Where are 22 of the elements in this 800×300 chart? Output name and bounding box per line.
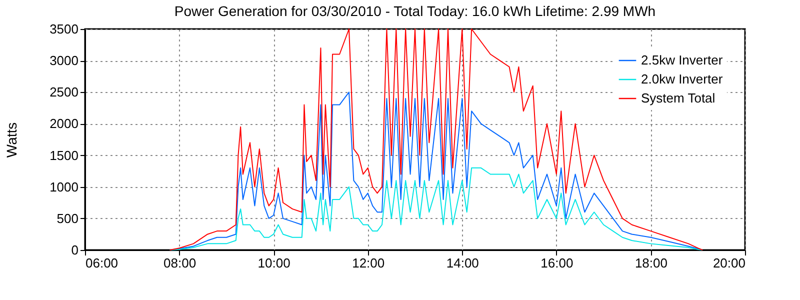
x-tick-label: 20:00 (712, 256, 746, 270)
y-tick-label: 3000 (50, 53, 78, 68)
y-axis-title: Watts (4, 122, 20, 158)
x-tick-label: 06:00 (86, 256, 118, 270)
x-tick-label: 18:00 (634, 256, 668, 270)
legend-label: System Total (641, 90, 716, 106)
y-tick-label: 3500 (50, 22, 78, 36)
y-tick-label: 2500 (50, 84, 78, 100)
y-tick-label: 2000 (50, 116, 78, 132)
x-tick-label: 08:00 (164, 256, 196, 270)
legend-label: 2.0kw Inverter (641, 72, 724, 86)
x-tick-label: 16:00 (540, 256, 574, 270)
line-series (169, 167, 704, 250)
x-tick-label: 14:00 (446, 256, 479, 270)
y-tick-label: 500 (56, 210, 78, 226)
y-tick-label: 1000 (50, 179, 78, 194)
x-tick-label: 12:00 (352, 256, 385, 270)
y-tick-label: 0 (71, 242, 78, 258)
x-tick-label: 10:00 (258, 256, 290, 270)
chart-title: Power Generation for 03/30/2010 - Total Today: 16.0 kWh Lifetime: 2.99 MWh (174, 3, 656, 19)
legend-label: 2.5kw Inverter (641, 52, 724, 68)
y-tick-label: 1500 (50, 148, 78, 163)
